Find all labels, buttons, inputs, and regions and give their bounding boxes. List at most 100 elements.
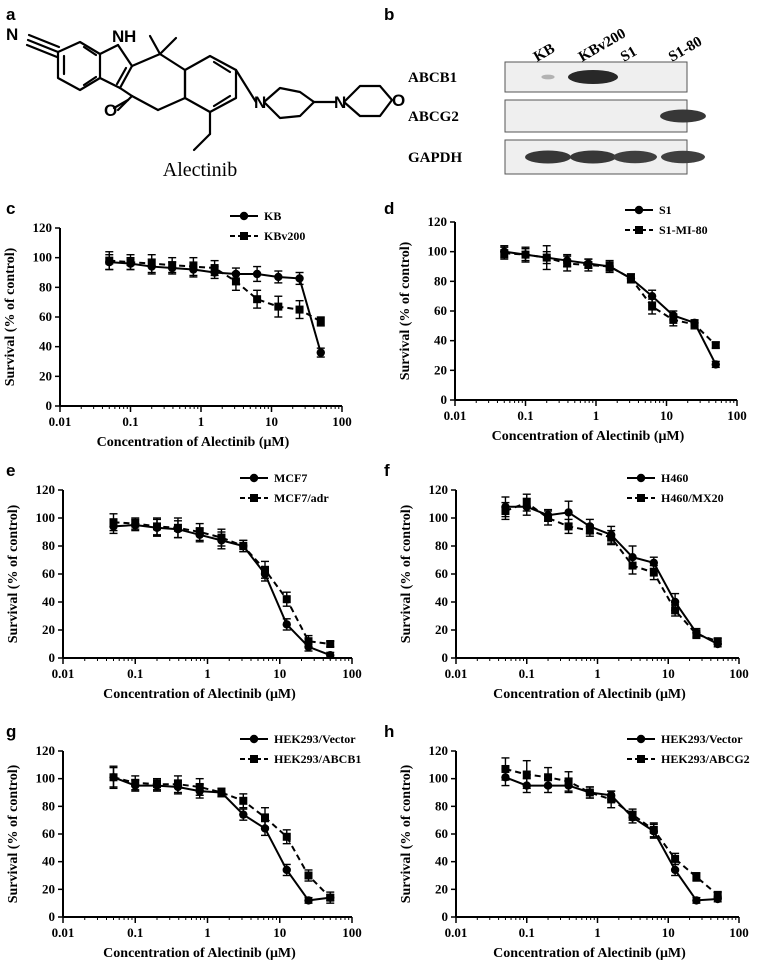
data-point bbox=[304, 871, 313, 880]
atom-o-ketone: O bbox=[104, 101, 117, 120]
x-tick-label: 10 bbox=[273, 666, 286, 681]
legend: HEK293/Vector HEK293/ABCB1 bbox=[240, 732, 361, 766]
series-s1-mi-80 bbox=[500, 245, 720, 350]
data-point bbox=[252, 269, 262, 279]
series-line bbox=[113, 776, 331, 899]
legend-label: H460 bbox=[661, 471, 688, 485]
panel-label-c: c bbox=[6, 199, 15, 218]
series-line bbox=[505, 501, 719, 643]
y-tick-label: 40 bbox=[434, 333, 447, 348]
data-point bbox=[210, 264, 219, 273]
data-point bbox=[542, 253, 551, 262]
blot-band bbox=[570, 150, 616, 164]
molecule-name: Alectinib bbox=[163, 159, 237, 181]
panel-label-d: d bbox=[384, 199, 394, 218]
legend-label: HEK293/ABCB1 bbox=[274, 752, 361, 766]
y-tick-label: 120 bbox=[33, 220, 53, 235]
data-point bbox=[690, 320, 699, 329]
x-tick-label: 100 bbox=[342, 925, 362, 940]
x-axis-label: Concentration of Alectinib (μM) bbox=[103, 687, 296, 702]
data-point bbox=[501, 764, 510, 773]
y-tick-label: 80 bbox=[435, 798, 448, 813]
chart-panel-c: c 0 20 40 60 80 100 120 0.01 0.1 1 10 100 Concentrati… bbox=[3, 199, 352, 450]
data-point bbox=[711, 341, 720, 350]
legend-label: KB bbox=[264, 209, 281, 223]
y-tick-label: 80 bbox=[39, 279, 52, 294]
alectinib-structure bbox=[25, 33, 394, 152]
panel-a: a bbox=[6, 5, 405, 181]
data-point bbox=[500, 249, 509, 258]
chart-panel-g: g 0 20 40 60 80 100 120 0.01 0.1 1 10 100 Concentrati… bbox=[6, 722, 362, 961]
y-tick-label: 0 bbox=[442, 909, 449, 924]
data-point bbox=[173, 523, 182, 532]
data-point bbox=[670, 865, 680, 875]
data-point bbox=[253, 295, 262, 304]
chart-panel-d: d 0 20 40 60 80 100 120 0.01 0.1 1 10 100 Concentrati… bbox=[384, 199, 747, 444]
blot-band bbox=[660, 109, 706, 123]
data-point bbox=[501, 507, 510, 515]
data-point bbox=[713, 637, 722, 646]
atom-n-morpholine: N bbox=[334, 93, 346, 112]
y-tick-label: 20 bbox=[434, 362, 447, 377]
data-point bbox=[131, 519, 140, 528]
series-hek293-vector bbox=[501, 768, 722, 905]
legend-marker bbox=[637, 755, 645, 763]
data-point bbox=[282, 620, 291, 629]
x-tick-label: 10 bbox=[662, 925, 675, 940]
data-point bbox=[647, 291, 657, 301]
data-point bbox=[564, 508, 573, 517]
blot-strip bbox=[504, 99, 688, 133]
y-tick-label: 100 bbox=[429, 510, 449, 525]
legend-marker bbox=[240, 232, 248, 240]
legend-label: S1 bbox=[659, 203, 672, 217]
y-tick-label: 60 bbox=[435, 566, 448, 581]
y-tick-label: 20 bbox=[435, 881, 448, 896]
x-tick-label: 0.1 bbox=[127, 666, 143, 681]
y-tick-label: 80 bbox=[42, 538, 55, 553]
series-h460 bbox=[501, 496, 722, 649]
x-tick-label: 100 bbox=[342, 666, 362, 681]
data-point bbox=[326, 640, 335, 648]
blot-row-label: ABCG2 bbox=[408, 109, 459, 125]
legend-marker bbox=[249, 734, 259, 744]
x-tick-label: 100 bbox=[729, 666, 749, 681]
legend: H460 H460/MX20 bbox=[627, 471, 724, 505]
data-point bbox=[282, 865, 291, 875]
y-tick-label: 20 bbox=[42, 881, 55, 896]
data-point bbox=[669, 315, 678, 324]
y-tick-label: 120 bbox=[428, 214, 448, 229]
y-tick-label: 40 bbox=[39, 339, 52, 354]
y-tick-label: 0 bbox=[46, 398, 53, 413]
x-tick-label: 10 bbox=[660, 408, 673, 423]
x-tick-label: 100 bbox=[727, 408, 747, 423]
x-tick-label: 0.1 bbox=[122, 414, 138, 429]
data-point bbox=[544, 773, 553, 782]
x-tick-label: 0.01 bbox=[52, 666, 75, 681]
data-point bbox=[671, 606, 680, 615]
data-point bbox=[671, 854, 680, 863]
chart-panel-h: h 0 20 40 60 80 100 120 0.01 0.1 1 10 100 Concentrati… bbox=[384, 722, 750, 961]
y-tick-label: 120 bbox=[429, 743, 449, 758]
data-point bbox=[152, 522, 161, 531]
data-point bbox=[692, 896, 701, 905]
panel-label-g: g bbox=[6, 722, 16, 741]
series-hek293-abcb1 bbox=[109, 765, 335, 904]
data-point bbox=[711, 360, 720, 369]
data-point bbox=[239, 796, 248, 805]
data-point bbox=[109, 518, 118, 527]
data-point bbox=[628, 810, 637, 819]
data-point bbox=[109, 773, 118, 782]
data-point bbox=[261, 813, 270, 822]
y-tick-label: 20 bbox=[39, 368, 52, 383]
data-point bbox=[239, 542, 248, 550]
data-point bbox=[274, 302, 283, 311]
data-point bbox=[648, 302, 657, 311]
data-point bbox=[564, 777, 573, 786]
legend-label: HEK293/Vector bbox=[274, 732, 356, 746]
atom-h-indole: H bbox=[124, 27, 136, 46]
data-point bbox=[126, 258, 135, 267]
y-tick-label: 40 bbox=[435, 594, 448, 609]
data-point bbox=[326, 651, 335, 660]
